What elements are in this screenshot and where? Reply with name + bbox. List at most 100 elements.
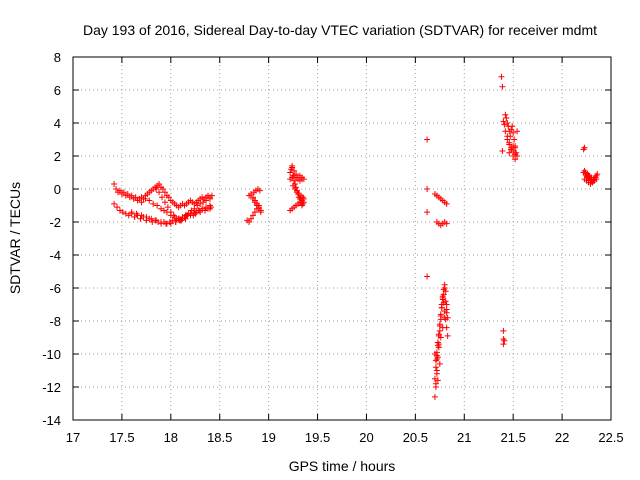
data-point <box>153 186 160 192</box>
data-point <box>289 162 296 169</box>
data-point <box>443 306 450 313</box>
data-point <box>441 285 448 291</box>
y-tick-label: 6 <box>54 83 61 98</box>
data-points <box>111 73 601 400</box>
data-point <box>432 364 439 371</box>
y-tick-label: -6 <box>49 281 61 296</box>
data-point <box>436 360 443 367</box>
data-point <box>256 187 263 194</box>
data-point <box>192 210 199 217</box>
data-point <box>424 273 431 280</box>
data-point <box>435 331 442 338</box>
data-point <box>499 83 506 90</box>
data-point <box>439 324 446 331</box>
data-point <box>133 210 140 217</box>
x-tick-labels: 17 17.5 18 18.5 19 19.5 20 20.5 21 21.5 22 22.5 <box>66 430 624 445</box>
data-point <box>509 123 516 130</box>
data-point <box>503 115 510 122</box>
data-point <box>433 370 440 377</box>
data-point <box>432 384 439 390</box>
data-point <box>156 189 163 196</box>
data-point <box>512 151 519 158</box>
data-point <box>251 209 258 216</box>
data-point <box>441 314 448 321</box>
data-point <box>128 209 135 216</box>
data-point <box>148 215 155 222</box>
data-point <box>499 148 506 155</box>
data-point <box>150 200 157 207</box>
y-tick-label: 8 <box>54 50 61 65</box>
y-tick-label: 4 <box>54 116 61 131</box>
data-point <box>128 192 135 199</box>
data-point <box>208 192 215 199</box>
data-point <box>170 212 177 219</box>
data-point <box>167 209 174 216</box>
data-point <box>504 120 511 126</box>
data-point <box>113 186 120 192</box>
x-tick-label: 19.5 <box>305 430 330 445</box>
data-point <box>153 217 160 224</box>
data-point <box>293 171 300 178</box>
data-point <box>203 204 210 211</box>
data-point <box>249 195 256 202</box>
x-tick-label: 17.5 <box>109 430 134 445</box>
data-point <box>138 212 145 219</box>
data-point <box>594 171 601 178</box>
y-tick-label: -10 <box>42 347 61 362</box>
y-tick-label: -12 <box>42 380 61 395</box>
data-point <box>248 215 255 222</box>
data-point <box>431 393 438 400</box>
data-point <box>500 327 507 334</box>
data-point <box>124 190 131 197</box>
data-point <box>142 195 149 202</box>
data-point <box>300 176 307 183</box>
data-point <box>434 377 441 384</box>
data-point <box>508 146 515 153</box>
data-point <box>246 219 253 225</box>
data-point <box>197 209 204 216</box>
y-axis-title: SDTVAR / TECUs <box>7 182 23 294</box>
x-tick-label: 18 <box>164 430 178 445</box>
data-point <box>206 205 213 212</box>
data-point <box>287 169 294 176</box>
data-point <box>437 334 444 341</box>
data-point <box>164 204 171 211</box>
x-tick-label: 19 <box>261 430 275 445</box>
data-point <box>132 194 139 201</box>
data-point <box>120 189 127 196</box>
data-point <box>255 205 262 212</box>
data-point <box>161 199 168 206</box>
data-point <box>292 186 299 192</box>
chart-title: Day 193 of 2016, Sidereal Day-to-day VTE… <box>83 22 597 38</box>
data-point <box>299 194 306 201</box>
data-point <box>251 199 258 206</box>
data-point <box>434 339 441 346</box>
data-point <box>506 149 513 156</box>
data-point <box>138 194 145 201</box>
data-point <box>257 209 264 216</box>
data-point <box>177 217 184 224</box>
data-point <box>290 182 297 189</box>
data-point <box>431 351 438 357</box>
data-point <box>508 126 515 133</box>
y-tick-label: 2 <box>54 149 61 164</box>
y-tick-label: -4 <box>49 248 61 263</box>
data-point <box>143 214 150 221</box>
data-point <box>146 197 153 204</box>
data-point <box>510 129 517 136</box>
data-point <box>424 209 431 216</box>
x-tick-label: 18.5 <box>207 430 232 445</box>
data-point <box>203 197 210 204</box>
data-point <box>161 189 168 196</box>
data-point <box>506 141 513 148</box>
data-point <box>433 355 440 362</box>
data-point <box>249 212 256 219</box>
data-point <box>291 167 298 174</box>
y-tick-label: -8 <box>49 314 61 329</box>
data-point <box>191 205 198 212</box>
data-point <box>253 202 260 209</box>
data-point <box>436 321 443 328</box>
data-point <box>435 344 442 351</box>
